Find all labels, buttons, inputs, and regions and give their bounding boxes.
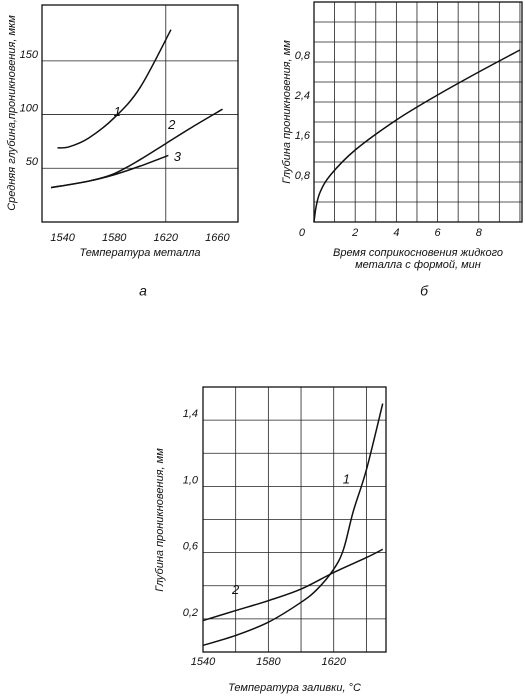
x-tick-label: 1580 bbox=[102, 232, 127, 244]
curve-label: 1 bbox=[343, 471, 350, 486]
x-tick-label: 2 bbox=[351, 227, 358, 239]
y-tick-label: 0 bbox=[299, 227, 306, 239]
curve-label: 1 bbox=[114, 104, 121, 119]
curve-label: 3 bbox=[174, 149, 182, 164]
x-tick-label: 1540 bbox=[50, 232, 75, 244]
plot-frame bbox=[202, 386, 387, 653]
curve bbox=[50, 108, 223, 189]
x-tick-label: 1580 bbox=[256, 656, 281, 668]
curve-label: 2 bbox=[231, 582, 240, 597]
x-axis-title: Температура заливки, °С bbox=[228, 682, 361, 694]
y-tick-label: 1,0 bbox=[183, 474, 199, 486]
y-tick-label: 50 bbox=[26, 156, 39, 168]
x-tick-label: 1660 bbox=[205, 232, 230, 244]
y-axis-title: Глубина проникновения, мм bbox=[154, 448, 166, 592]
y-axis-title: Глубина проникновения, мм bbox=[281, 40, 293, 184]
y-tick-label: 0,8 bbox=[295, 50, 311, 62]
caption: а bbox=[139, 283, 147, 299]
y-axis-title: Средняя глубина,проникновения, мкм bbox=[6, 15, 18, 211]
x-tick-label: 8 bbox=[476, 227, 483, 239]
curve bbox=[202, 548, 384, 622]
y-tick-label: 1,4 bbox=[183, 408, 198, 420]
curve bbox=[313, 49, 521, 223]
curve bbox=[57, 29, 172, 149]
y-tick-label: 150 bbox=[20, 49, 39, 61]
x-tick-label: 6 bbox=[435, 227, 442, 239]
plot-frame bbox=[41, 4, 239, 223]
x-axis-title: Время соприкосновения жидкого bbox=[333, 247, 503, 259]
curve bbox=[202, 403, 384, 647]
y-tick-label: 2,4 bbox=[294, 90, 310, 102]
x-tick-label: 1620 bbox=[321, 656, 346, 668]
plot-frame bbox=[313, 1, 523, 223]
x-tick-label: 1540 bbox=[191, 656, 216, 668]
x-tick-label: 4 bbox=[393, 227, 399, 239]
x-axis-title: металла с формой, мин bbox=[355, 259, 481, 271]
x-tick-label: 1620 bbox=[154, 232, 179, 244]
y-tick-label: 0,6 bbox=[183, 541, 199, 553]
y-tick-label: 0,2 bbox=[183, 607, 198, 619]
caption: б bbox=[420, 283, 429, 299]
curve bbox=[50, 154, 169, 189]
y-tick-label: 0,8 bbox=[295, 170, 311, 182]
curve-label: 2 bbox=[167, 117, 176, 132]
x-axis-title: Температура металла bbox=[79, 247, 200, 259]
y-tick-label: 100 bbox=[20, 102, 39, 114]
y-tick-label: 1,6 bbox=[295, 130, 311, 142]
